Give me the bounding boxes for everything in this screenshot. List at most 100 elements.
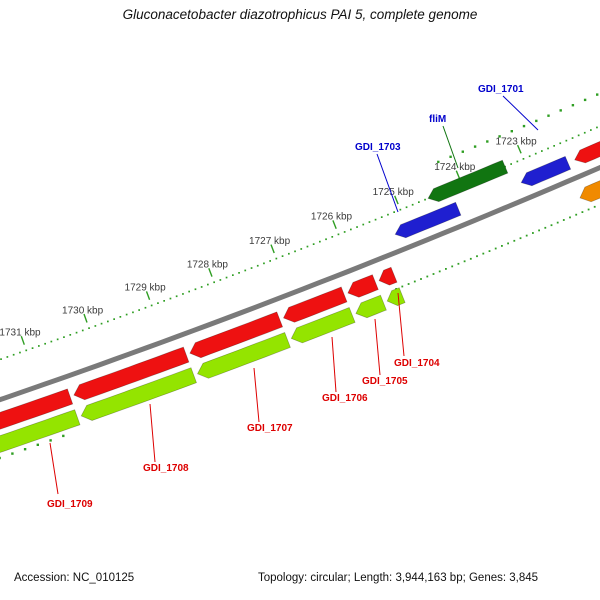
ruler-minor-dot [56, 338, 59, 341]
ruler-minor-dot [331, 236, 334, 238]
ruler-minor-dot [275, 257, 278, 260]
figure-title: Gluconacetobacter diazotrophicus PAI 5, … [122, 7, 478, 22]
gene-orange[interactable] [579, 168, 600, 203]
corner-ring-dot [11, 452, 14, 455]
ruler-minor-dot [81, 329, 84, 332]
gene-label-GDI_1703[interactable]: GDI_1703 [355, 142, 401, 153]
ruler-minor-dot [325, 238, 327, 241]
gene-GDI_1707[interactable] [189, 311, 284, 359]
ruler-minor-dot [125, 313, 128, 316]
ruler-minor-dot [577, 134, 580, 137]
ruler-minor-dot [387, 213, 389, 216]
gene-chartreuse[interactable] [355, 294, 387, 319]
ruler-minor-dot [319, 240, 321, 243]
inner-ring-dot [507, 242, 509, 245]
ruler-minor-dot [12, 353, 15, 356]
gene-GDI_1704[interactable] [378, 266, 398, 286]
ruler-minor-dot [88, 327, 90, 329]
inner-ring-dot [587, 208, 590, 211]
ruler-major-tick [270, 244, 275, 254]
inner-ring-dot [469, 257, 472, 260]
gene-label-fliM[interactable]: fliM [429, 114, 446, 125]
ruler-minor-dot [44, 342, 46, 345]
inner-ring-dot [438, 270, 441, 273]
inner-ring-dot [544, 226, 547, 229]
gene-red[interactable] [574, 131, 600, 164]
leader-GDI_1701 [502, 95, 539, 131]
ruler-minor-dot [288, 252, 290, 255]
ruler-minor-dot [380, 216, 383, 218]
inner-ring-dot [432, 273, 435, 275]
ruler-minor-dot [163, 300, 165, 302]
inner-ring-dot [488, 250, 491, 252]
ruler-minor-dot [250, 267, 253, 269]
outer-ring-dot [473, 145, 477, 148]
leader-GDI_1706 [331, 336, 337, 393]
corner-ring-dot [23, 448, 27, 451]
gene-label-GDI_1709[interactable]: GDI_1709 [47, 499, 93, 510]
gene-label-GDI_1704[interactable]: GDI_1704 [394, 358, 440, 369]
accession-text: Accession: NC_010125 [14, 572, 135, 584]
gene-label-GDI_1701[interactable]: GDI_1701 [478, 84, 524, 95]
gene-chartreuse[interactable] [386, 287, 406, 306]
ruler-minor-dot [63, 336, 65, 338]
gene-fliM[interactable] [427, 159, 509, 202]
gene-GDI_1701[interactable] [520, 155, 572, 187]
ruler-minor-dot [188, 290, 190, 293]
ruler-minor-dot [559, 142, 562, 145]
gene-GDI_1705[interactable] [347, 274, 379, 298]
gene-label-GDI_1708[interactable]: GDI_1708 [143, 463, 189, 474]
ruler-minor-dot [368, 221, 371, 223]
leader-GDI_1708 [149, 403, 156, 463]
ruler-minor-dot [424, 198, 426, 201]
inner-ring-dot [482, 252, 485, 255]
outer-ring-dot [535, 119, 538, 123]
outer-ring-dot [498, 135, 501, 138]
ruler-minor-dot [169, 297, 172, 300]
outer-ring-dot [571, 104, 575, 107]
inner-ring-dot [445, 268, 447, 270]
ruler-minor-dot [374, 218, 377, 221]
leader-GDI_1705 [374, 318, 381, 376]
sequence-summary-text: Topology: circular; Length: 3,944,163 bp… [258, 572, 539, 584]
gene-chartreuse[interactable] [80, 367, 197, 421]
ruler-minor-dot [541, 150, 543, 152]
inner-ring-dot [426, 275, 429, 278]
ruler-minor-dot [418, 201, 420, 203]
outer-ring-dot [522, 124, 526, 128]
ruler-minor-dot [75, 331, 78, 334]
gene-label-GDI_1707[interactable]: GDI_1707 [247, 423, 293, 434]
ruler-minor-dot [362, 223, 365, 226]
inner-ring-dot [532, 232, 534, 234]
gene-chartreuse[interactable] [0, 409, 81, 455]
inner-ring-dot [525, 234, 528, 237]
ruler-minor-dot [565, 139, 568, 142]
gene-GDI_1709[interactable] [0, 388, 74, 434]
gene-chartreuse[interactable] [290, 307, 356, 344]
gene-chartreuse[interactable] [197, 332, 291, 379]
ruler-minor-dot [350, 228, 352, 231]
ruler-minor-dot [31, 347, 34, 349]
leader-GDI_1707 [253, 367, 260, 423]
ruler-minor-dot [405, 206, 408, 209]
ruler-minor-dot [213, 281, 215, 284]
ruler-major-tick [83, 313, 88, 323]
gene-GDI_1706[interactable] [283, 286, 348, 323]
ruler-label-1730: 1730 kbp [62, 305, 104, 316]
gene-label-GDI_1705[interactable]: GDI_1705 [362, 376, 408, 387]
gene-GDI_1708[interactable] [73, 346, 190, 401]
corner-ring-dot [36, 443, 39, 446]
gene-label-GDI_1706[interactable]: GDI_1706 [322, 393, 368, 404]
inner-ring-dot [550, 224, 553, 227]
ruler-minor-dot [294, 250, 296, 253]
inner-ring-dot [476, 255, 478, 258]
ruler-minor-dot [232, 274, 234, 276]
ruler-minor-dot [256, 264, 259, 267]
ruler-label-1728: 1728 kbp [187, 260, 229, 271]
ruler-major-tick [516, 144, 522, 154]
ruler-minor-dot [510, 163, 512, 165]
inner-ring-dot [513, 239, 516, 242]
gene-GDI_1703[interactable] [394, 201, 462, 239]
